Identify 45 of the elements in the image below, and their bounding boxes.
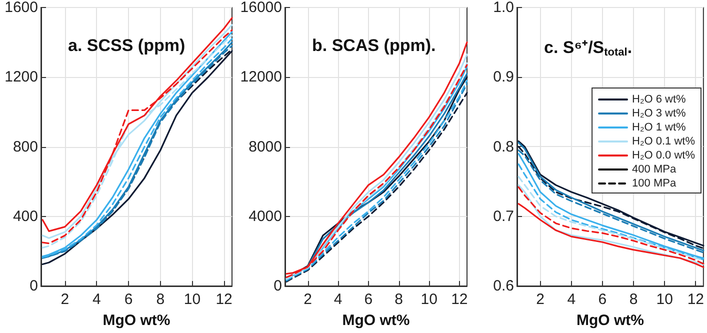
- text: b. SCAS (ppm).: [312, 36, 436, 55]
- y-tick-label: 12000: [240, 68, 282, 86]
- legend-label: H₂O 0.0 wt%: [632, 150, 696, 162]
- x-tick-label: 12: [451, 291, 468, 308]
- legend-label: H₂O 6 wt%: [632, 94, 686, 106]
- x-tick-label: 10: [184, 291, 201, 308]
- y-tick-label: 4000: [248, 208, 282, 225]
- legend-label: H₂O 3 wt%: [632, 108, 686, 120]
- x-tick-label: 10: [420, 291, 438, 308]
- x-tick-label: 8: [629, 291, 638, 308]
- legend-label: 400 MPa: [632, 164, 677, 176]
- x-tick-label: 4: [334, 291, 342, 308]
- y-tick-label: 1600: [4, 0, 38, 16]
- x-tick-label: 4: [92, 291, 101, 308]
- legend-label: H₂O 0.1 wt%: [632, 136, 696, 148]
- x-tick-label: 6: [124, 291, 133, 308]
- legend-label: H₂O 1 wt%: [632, 122, 686, 134]
- text: a. SCSS (ppm): [68, 36, 186, 55]
- x-tick-label: 12: [216, 291, 232, 308]
- y-tick-label: 0.6: [493, 278, 514, 294]
- x-tick-label: 6: [598, 291, 607, 308]
- y-tick-label: 0: [30, 278, 38, 294]
- x-tick-label: 2: [536, 291, 544, 308]
- x-axis-title: MgO wt%: [102, 312, 170, 329]
- y-tick-label: 0.9: [493, 68, 514, 86]
- y-tick-label: 0.8: [493, 138, 514, 156]
- y-tick-label: 400: [12, 208, 38, 225]
- x-tick-label: 2: [60, 291, 70, 308]
- x-tick-label: 8: [156, 291, 165, 308]
- x-tick-label: 8: [394, 291, 403, 308]
- x-axis-title: MgO wt%: [576, 312, 644, 329]
- legend-label: 100 MPa: [632, 178, 677, 190]
- x-tick-label: 2: [304, 291, 312, 308]
- x-tick-label: 4: [567, 291, 576, 308]
- x-tick-label: 6: [364, 291, 373, 308]
- y-tick-label: 0: [274, 278, 282, 294]
- y-tick-label: 1.0: [493, 0, 514, 16]
- x-tick-label: 10: [656, 291, 673, 308]
- y-tick-label: 800: [12, 138, 38, 156]
- y-tick-label: 1200: [4, 68, 38, 86]
- y-tick-label: 8000: [248, 138, 282, 156]
- x-axis-title: MgO wt%: [342, 312, 410, 329]
- y-tick-label: 0.7: [493, 208, 514, 225]
- y-tick-label: 16000: [240, 0, 282, 16]
- x-tick-label: 12: [687, 291, 704, 308]
